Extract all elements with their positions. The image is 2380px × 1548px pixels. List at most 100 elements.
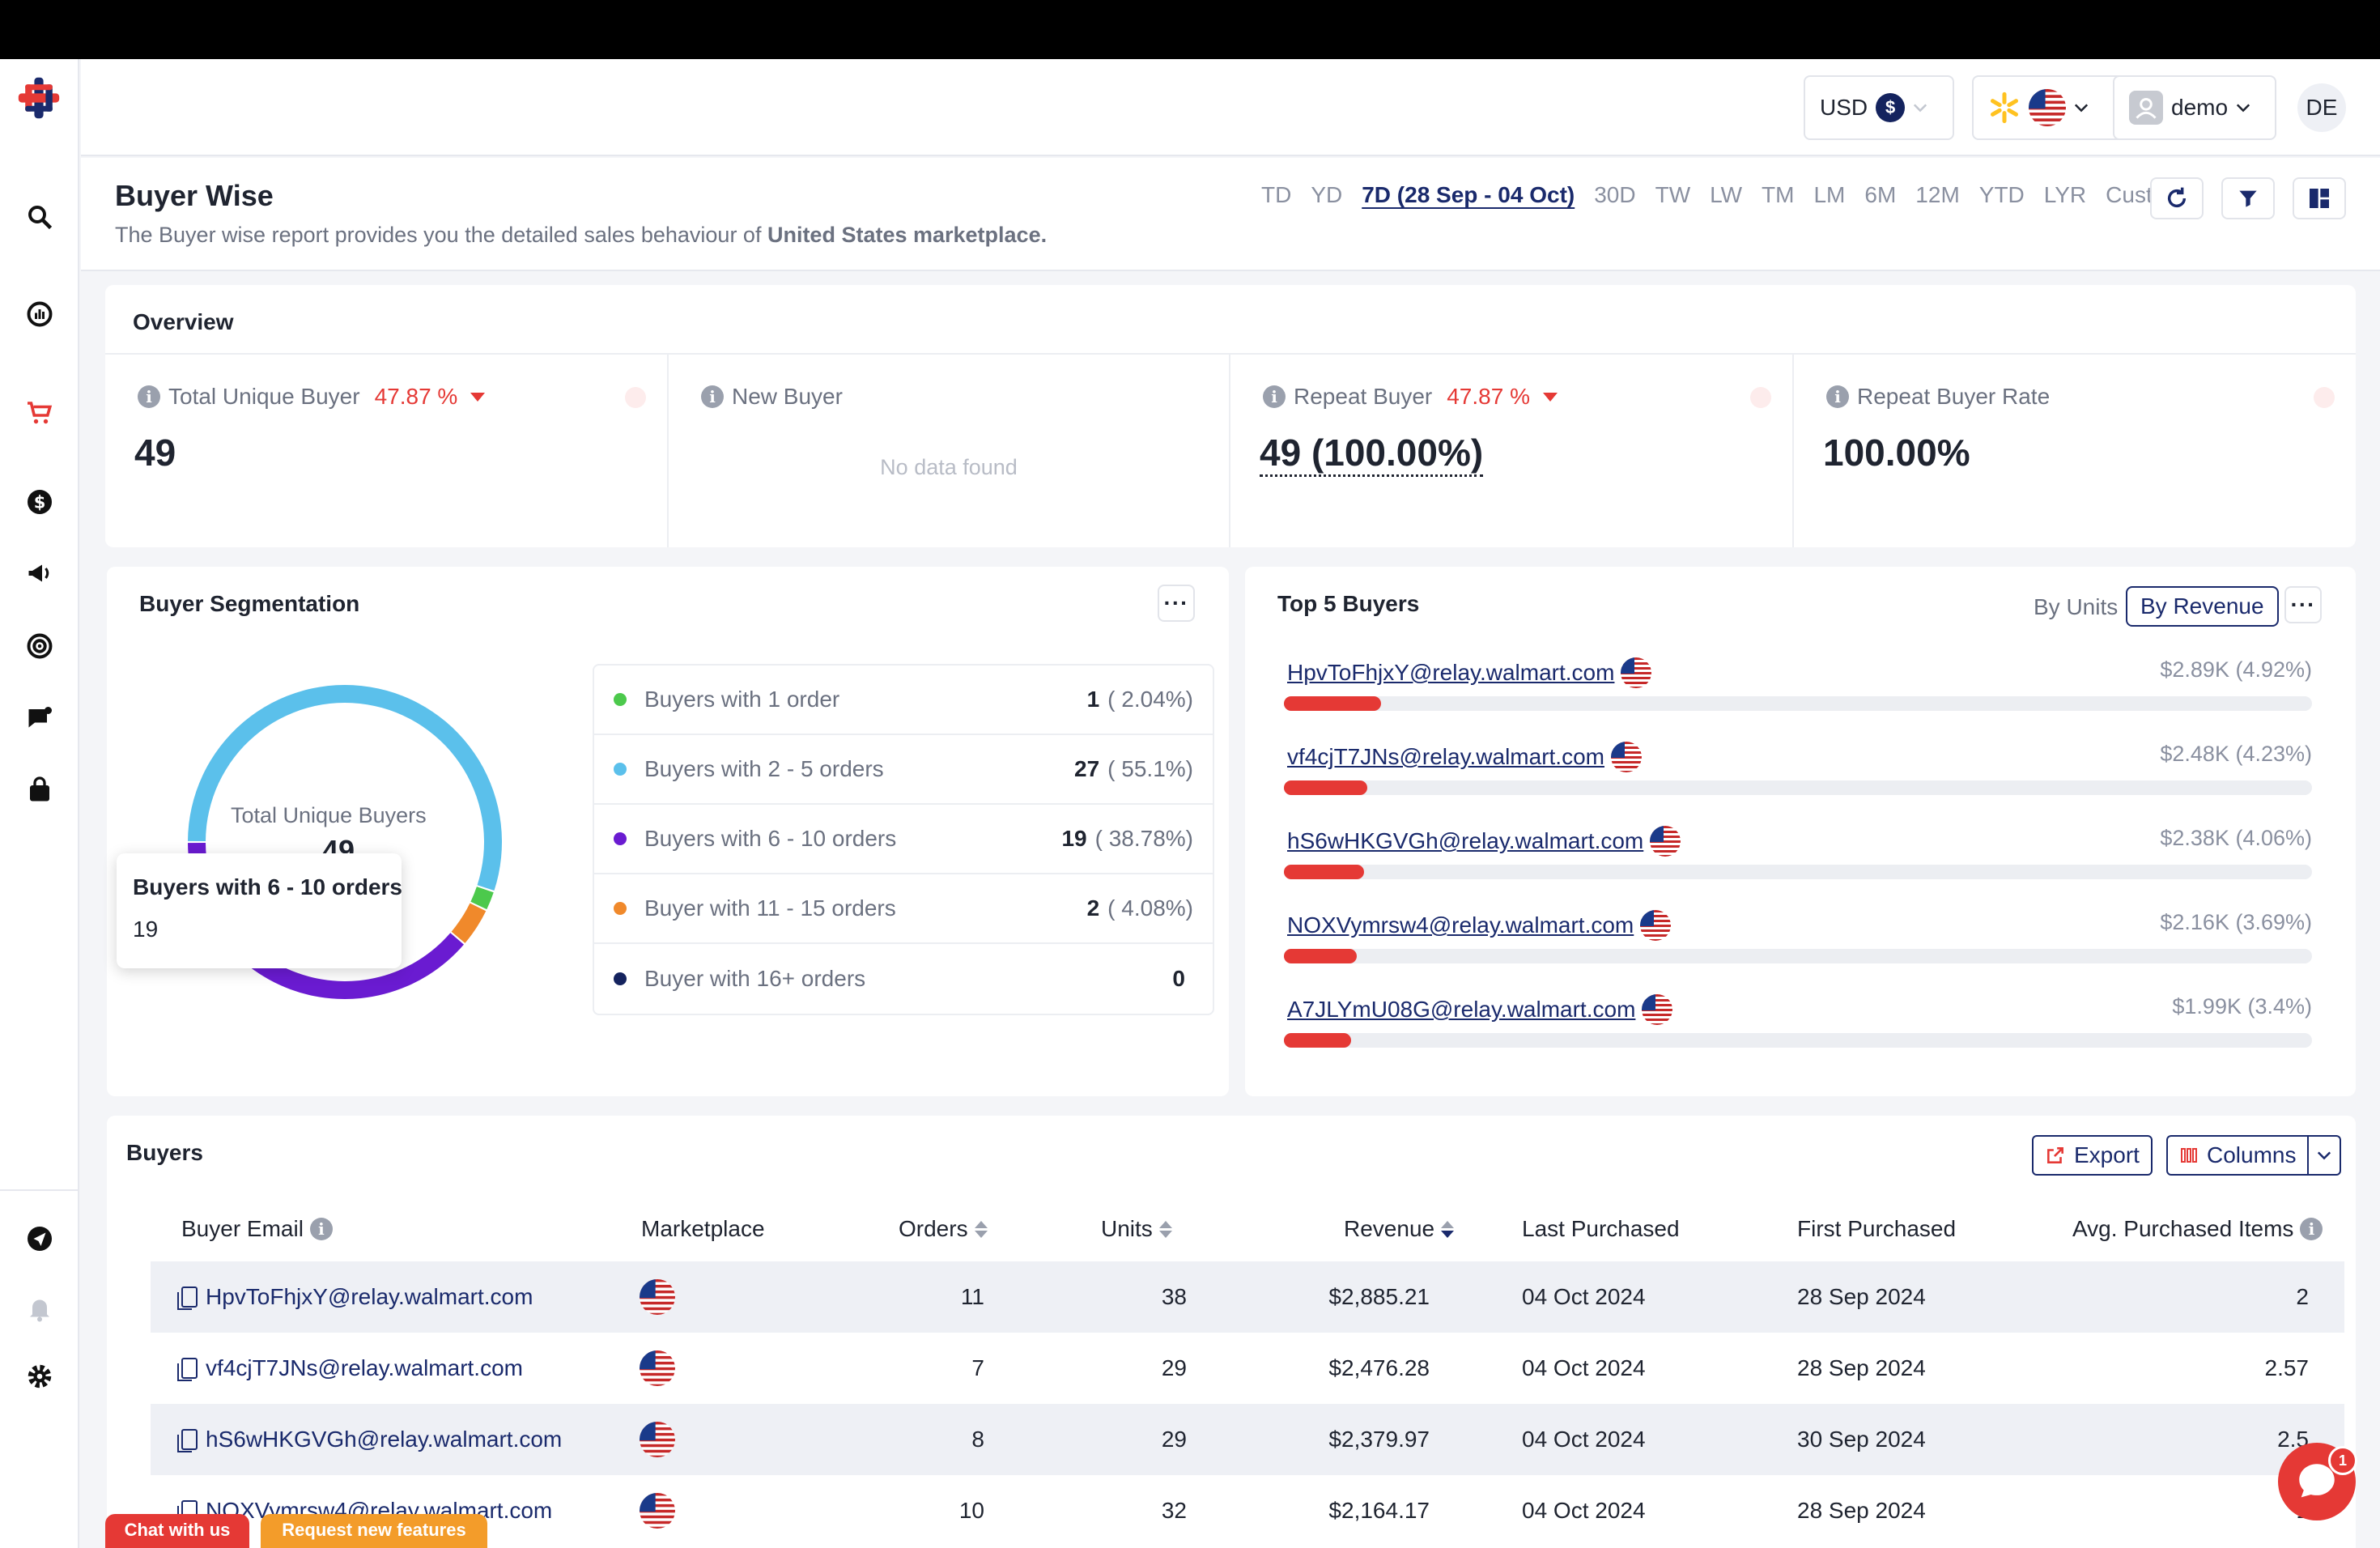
orders-cell: 10 <box>958 1498 984 1523</box>
sidebar-divider <box>0 1189 79 1191</box>
buyer-email-cell[interactable]: vf4cjT7JNs@relay.walmart.com <box>177 1355 523 1381</box>
description-text: The Buyer wise report provides you the d… <box>115 223 767 247</box>
donut-slice[interactable] <box>451 903 487 943</box>
period-option[interactable]: LYR <box>2043 182 2087 207</box>
filter-button[interactable] <box>2221 177 2275 219</box>
copy-icon[interactable] <box>177 1286 198 1310</box>
segment-row[interactable]: Buyers with 6 - 10 orders 19 ( 38.78%) <box>594 805 1213 874</box>
period-option[interactable]: LW <box>1710 182 1743 207</box>
copy-icon[interactable] <box>177 1429 198 1452</box>
columns-dropdown-toggle[interactable] <box>2307 1137 2340 1174</box>
last-purchased-cell: 04 Oct 2024 <box>1522 1355 1646 1380</box>
period-option[interactable]: LM <box>1813 182 1846 207</box>
revenue-share-bar <box>1284 696 1381 711</box>
period-option[interactable]: 7D (28 Sep - 04 Oct) <box>1362 182 1575 207</box>
export-button[interactable]: Export <box>2032 1135 2153 1176</box>
refresh-button[interactable] <box>2150 177 2204 219</box>
tooltip-title: Buyers with 6 - 10 orders <box>133 874 403 899</box>
buyer-email-link[interactable]: vf4cjT7JNs@relay.walmart.com <box>1287 742 1642 772</box>
columns-button[interactable]: Columns <box>2166 1135 2342 1176</box>
period-option[interactable]: TM <box>1762 182 1795 207</box>
trend-chart-icon[interactable] <box>1750 387 1771 408</box>
dashboard-icon[interactable] <box>19 294 60 334</box>
col-header-avg-purchased-items: Avg. Purchased Items i <box>2072 1216 2323 1242</box>
buyer-email-link[interactable]: NOXVymrsw4@relay.walmart.com <box>1287 910 1672 941</box>
buyer-revenue: $2.48K (4.23%) <box>2160 742 2312 766</box>
col-header-last-purchased: Last Purchased <box>1522 1216 1680 1241</box>
sidebar: $ <box>0 59 79 1548</box>
currency-selector[interactable]: USD $ <box>1804 75 1954 140</box>
buyer-segmentation-card: Buyer Segmentation ··· Buyers with 1 ord… <box>107 567 1229 1096</box>
layout-button[interactable] <box>2293 177 2346 219</box>
sort-icon <box>1158 1220 1172 1238</box>
period-option[interactable]: YD <box>1311 182 1343 207</box>
info-icon[interactable]: i <box>701 385 724 408</box>
target-icon[interactable] <box>19 626 60 666</box>
donut-slice[interactable] <box>470 887 494 910</box>
segment-row[interactable]: Buyer with 11 - 15 orders 2 ( 4.08%) <box>594 874 1213 944</box>
buyer-email-link[interactable]: A7JLYmU08G@relay.walmart.com <box>1287 994 1673 1025</box>
request-features-button[interactable]: Request new features <box>261 1514 487 1548</box>
buyer-email-link[interactable]: HpvToFhjxY@relay.walmart.com <box>1287 657 1652 688</box>
user-menu-button[interactable]: demo <box>2113 75 2276 140</box>
info-icon[interactable]: i <box>1826 385 1849 408</box>
more-options-button[interactable]: ··· <box>2284 586 2322 623</box>
chat-review-icon[interactable] <box>19 699 60 739</box>
buyer-email-cell[interactable]: hS6wHKGVGh@relay.walmart.com <box>177 1427 562 1452</box>
info-icon[interactable]: i <box>2300 1218 2323 1240</box>
units-cell: 29 <box>1161 1355 1187 1380</box>
search-analytics-icon[interactable] <box>19 197 60 237</box>
col-header-revenue[interactable]: Revenue <box>1344 1216 1455 1242</box>
segment-percent: ( 4.08%) <box>1107 895 1193 921</box>
period-option[interactable]: 6M <box>1864 182 1897 207</box>
period-option[interactable]: TW <box>1655 182 1691 207</box>
info-icon[interactable]: i <box>1263 385 1286 408</box>
table-row[interactable]: HpvToFhjxY@relay.walmart.com 11 38 $2,885.2… <box>151 1261 2344 1333</box>
info-icon[interactable]: i <box>309 1218 333 1240</box>
dollar-icon[interactable]: $ <box>19 482 60 522</box>
revenue-share-track <box>1284 865 2312 879</box>
segment-row[interactable]: Buyer with 16+ orders 0 <box>594 944 1213 1014</box>
info-icon[interactable]: i <box>138 385 160 408</box>
brand-logo[interactable] <box>15 74 63 122</box>
cart-icon[interactable] <box>19 393 60 433</box>
table-row[interactable]: hS6wHKGVGh@relay.walmart.com 8 29 $2,379.97… <box>151 1404 2344 1475</box>
trend-chart-icon[interactable] <box>625 387 646 408</box>
segment-row[interactable]: Buyers with 1 order 1 ( 2.04%) <box>594 666 1213 735</box>
metric-repeat-buyer: i Repeat Buyer 47.87 % 49 (100.00%) <box>1229 355 1792 547</box>
buyer-email-link[interactable]: hS6wHKGVGh@relay.walmart.com <box>1287 826 1681 857</box>
table-row[interactable]: vf4cjT7JNs@relay.walmart.com 7 29 $2,476.28… <box>151 1333 2344 1404</box>
col-header-orders[interactable]: Orders <box>899 1216 988 1242</box>
period-option[interactable]: YTD <box>1978 182 2025 207</box>
buyer-email-cell[interactable]: HpvToFhjxY@relay.walmart.com <box>177 1284 533 1310</box>
trend-chart-icon[interactable] <box>2314 387 2335 408</box>
period-filter: TD YD 7D (28 Sep - 04 Oct) 30D TW LW TM LM 6M 12M… <box>1261 182 2204 208</box>
period-option[interactable]: 12M <box>1915 182 1960 207</box>
first-purchased-cell: 28 Sep 2024 <box>1797 1498 1926 1523</box>
megaphone-icon[interactable] <box>19 553 60 593</box>
metric-repeat-buyer-rate: i Repeat Buyer Rate 100.00% <box>1792 355 2356 547</box>
copy-icon[interactable] <box>177 1358 198 1381</box>
by-units-toggle[interactable]: By Units <box>2034 594 2119 619</box>
by-revenue-toggle[interactable]: By Revenue <box>2126 586 2279 627</box>
bell-icon[interactable] <box>19 1288 60 1329</box>
walmart-spark-icon <box>1990 91 2019 124</box>
chat-with-us-button[interactable]: Chat with us <box>105 1514 249 1548</box>
user-initials-avatar[interactable]: DE <box>2297 83 2346 132</box>
send-icon[interactable] <box>19 1218 60 1259</box>
shopping-bag-icon[interactable] <box>19 770 60 810</box>
revenue-share-track <box>1284 696 2312 711</box>
col-header-units[interactable]: Units <box>1101 1216 1172 1242</box>
metric-change: 47.87 % <box>374 384 458 409</box>
period-option[interactable]: TD <box>1261 182 1292 207</box>
gear-icon[interactable] <box>19 1356 60 1397</box>
period-option[interactable]: 30D <box>1594 182 1636 207</box>
segment-color-dot <box>614 832 627 845</box>
segment-row[interactable]: Buyers with 2 - 5 orders 27 ( 55.1%) <box>594 735 1213 805</box>
col-header-buyer-email[interactable]: Buyer Email i <box>181 1216 333 1242</box>
more-options-button[interactable]: ··· <box>1158 585 1195 622</box>
metric-value[interactable]: 49 (100.00%) <box>1260 431 1484 477</box>
marketplace-selector[interactable] <box>1972 75 2136 140</box>
columns-label: Columns <box>2207 1142 2297 1167</box>
first-purchased-cell: 28 Sep 2024 <box>1797 1284 1926 1309</box>
